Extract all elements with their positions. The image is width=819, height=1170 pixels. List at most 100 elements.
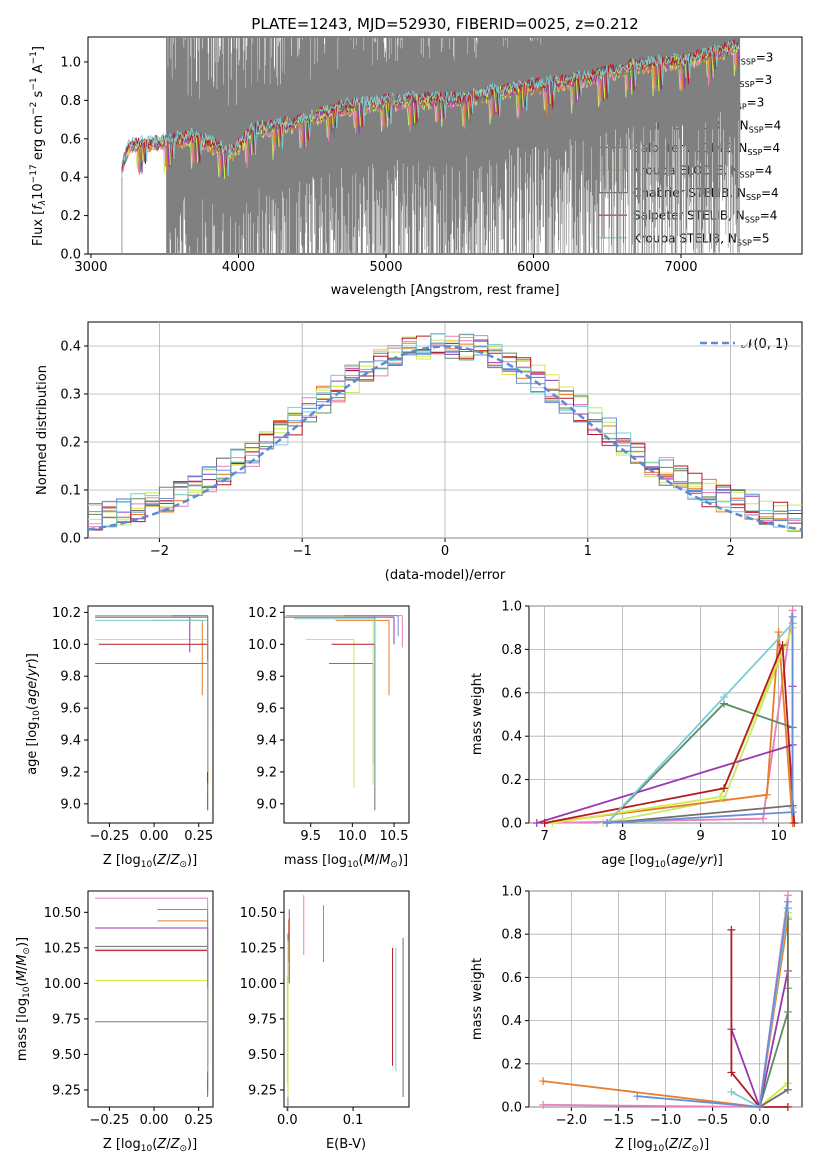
residuals-ytick-label: 0.3	[60, 388, 81, 403]
spectrum-xtick-label: 7000	[664, 260, 697, 275]
z-age-xtick-label: 0.00	[140, 829, 169, 844]
age-weight-marker-5	[716, 792, 725, 801]
age-weight-ytick-label: 0.4	[501, 730, 522, 745]
spectrum-ytick-label: 0.4	[60, 171, 81, 186]
spectrum-xtick-label: 5000	[369, 260, 402, 275]
residuals-panel: (data-model)/error Normed distribution 𝒩…	[35, 321, 803, 583]
z-age-axes-frame	[87, 605, 214, 824]
z-weight-xlabel: Z [log10(Z/Z⊙)]	[615, 1137, 709, 1154]
z-mass-ytick-label: 9.75	[52, 1012, 81, 1027]
z-weight-xtick-label: 0.0	[749, 1113, 770, 1128]
spectrum-xtick-label: 4000	[222, 260, 255, 275]
z-age-ytick-label: 9.6	[60, 702, 81, 717]
age-weight-axes-frame	[528, 605, 803, 824]
age-weight-ylabel: mass weight	[470, 673, 485, 755]
spectrum-ytick-label: 0.0	[60, 248, 81, 263]
age-weight-marker-9	[603, 819, 611, 827]
z-mass-xlabel: Z [log10(Z/Z⊙)]	[103, 1137, 197, 1154]
z-mass-ytick-label: 10.25	[44, 941, 81, 956]
mass-age-xtick-label: 9.5	[300, 829, 321, 844]
ebv-mass-ytick-label: 10.25	[240, 941, 277, 956]
residual-hist-4	[88, 339, 802, 530]
residuals-xtick-label: 1	[584, 544, 592, 559]
z-mass-axes-frame	[87, 890, 214, 1108]
age-weight-xtick-label: 7	[540, 829, 548, 844]
ebv-mass-ytick-label: 9.25	[248, 1083, 277, 1098]
ebv-mass-panel: E(B-V) 0.0 0.1 9.25 9.50 9.75 10.00 10.25 10.50	[240, 890, 410, 1152]
age-weight-marker-9	[788, 808, 797, 817]
z-weight-marker-7	[727, 1068, 736, 1077]
z-mass-ylabel: mass [log10(M/M⊙)]	[15, 937, 32, 1061]
mass-age-panel: mass [log10(M/M⊙)] 9.5 10.0 10.5 9.0 9.2 9.4 9…	[248, 605, 410, 870]
z-age-ytick-label: 9.8	[60, 670, 81, 685]
ebv-mass-xlabel: E(B-V)	[326, 1137, 366, 1152]
z-weight-marker-7	[783, 1103, 792, 1111]
normal-curve	[87, 345, 803, 531]
z-age-panel: Z [log10(Z/Z⊙)] age [log10(age/yr)] −0.2…	[25, 605, 214, 870]
spectrum-xtick-label: 6000	[517, 260, 550, 275]
z-weight-xtick-label: −1.5	[603, 1113, 635, 1128]
z-age-ytick-label: 9.0	[60, 797, 81, 812]
z-mass-ytick-label: 10.00	[44, 977, 81, 992]
z-age-ytick-label: 9.4	[60, 734, 81, 749]
figure-title: PLATE=1243, MJD=52930, FIBERID=0025, z=0…	[251, 15, 638, 33]
z-weight-ytick-label: 0.6	[501, 971, 522, 986]
mass-age-ytick-label: 9.2	[256, 765, 277, 780]
z-age-xlabel: Z [log10(Z/Z⊙)]	[103, 853, 197, 870]
model-spectrum-8	[121, 40, 740, 177]
age-weight-series-5	[552, 627, 794, 824]
mass-age-ytick-label: 10.0	[248, 638, 277, 653]
z-mass-ytick-label: 9.50	[52, 1048, 81, 1063]
z-weight-marker-7	[727, 925, 736, 934]
residuals-ytick-label: 0.0	[60, 532, 81, 547]
mass-age-ytick-label: 10.2	[248, 606, 277, 621]
z-weight-xtick-label: −2.0	[556, 1113, 588, 1128]
z-mass-panel: Z [log10(Z/Z⊙)] mass [log10(M/M⊙)] −0.25…	[15, 890, 214, 1154]
residuals-legend: 𝒩(0, 1)	[700, 337, 788, 352]
mass-age-axes-frame	[283, 605, 410, 824]
z-age-ytick-label: 10.2	[52, 606, 81, 621]
z-weight-marker-9	[633, 1092, 642, 1101]
z-mass-ytick-label: 9.25	[52, 1083, 81, 1098]
z-mass-xtick-label: −0.25	[90, 1113, 130, 1128]
mass-age-ytick-label: 9.0	[256, 797, 277, 812]
age-weight-marker-4	[532, 819, 541, 827]
age-weight-xtick-label: 10	[770, 829, 787, 844]
mass-age-xtick-label: 10.0	[338, 829, 367, 844]
z-weight-ytick-label: 0.8	[501, 928, 522, 943]
z-weight-xtick-label: −0.5	[697, 1113, 729, 1128]
z-mass-xtick-label: 0.00	[140, 1113, 169, 1128]
z-age-ylabel: age [log10(age/yr)]	[25, 653, 42, 775]
residuals-ytick-label: 0.1	[60, 484, 81, 499]
residuals-xtick-label: 2	[726, 544, 734, 559]
mass-age-xtick-label: 10.5	[380, 829, 409, 844]
z-weight-ytick-label: 1.0	[501, 885, 522, 900]
age-weight-marker-2	[774, 628, 783, 637]
data-spectrum	[165, 37, 741, 254]
age-weight-series-4	[536, 686, 794, 824]
age-weight-xtick-label: 9	[696, 829, 704, 844]
spectrum-ytick-label: 1.0	[60, 55, 81, 70]
z-weight-xtick-label: −1.0	[650, 1113, 682, 1128]
age-weight-marker-7	[540, 819, 549, 827]
z-weight-marker-2	[539, 1077, 548, 1086]
age-weight-ytick-label: 0.2	[501, 773, 522, 788]
z-weight-ytick-label: 0.2	[501, 1057, 522, 1072]
age-weight-series-2	[544, 631, 794, 824]
mass-age-xlabel: mass [log10(M/M⊙)]	[284, 853, 408, 870]
age-weight-ytick-label: 0.6	[501, 686, 522, 701]
age-weight-marker-5	[548, 819, 557, 827]
age-weight-marker-7	[778, 641, 787, 650]
spectrum-ylabel: Flux [fλ10−17 erg cm−2 s−1 A−1]	[29, 46, 48, 246]
ebv-mass-ytick-label: 9.75	[248, 1012, 277, 1027]
z-mass-ytick-label: 10.50	[44, 906, 81, 921]
residuals-xtick-label: −2	[150, 544, 169, 559]
model-spectrum-7	[121, 38, 740, 169]
z-weight-series-7	[730, 929, 788, 1108]
z-mass-xtick-label: 0.25	[184, 1113, 213, 1128]
z-weight-ylabel: mass weight	[470, 958, 485, 1040]
z-weight-marker-9	[755, 1103, 764, 1111]
z-age-ytick-label: 9.2	[60, 765, 81, 780]
spectrum-ytick-label: 0.8	[60, 94, 81, 109]
